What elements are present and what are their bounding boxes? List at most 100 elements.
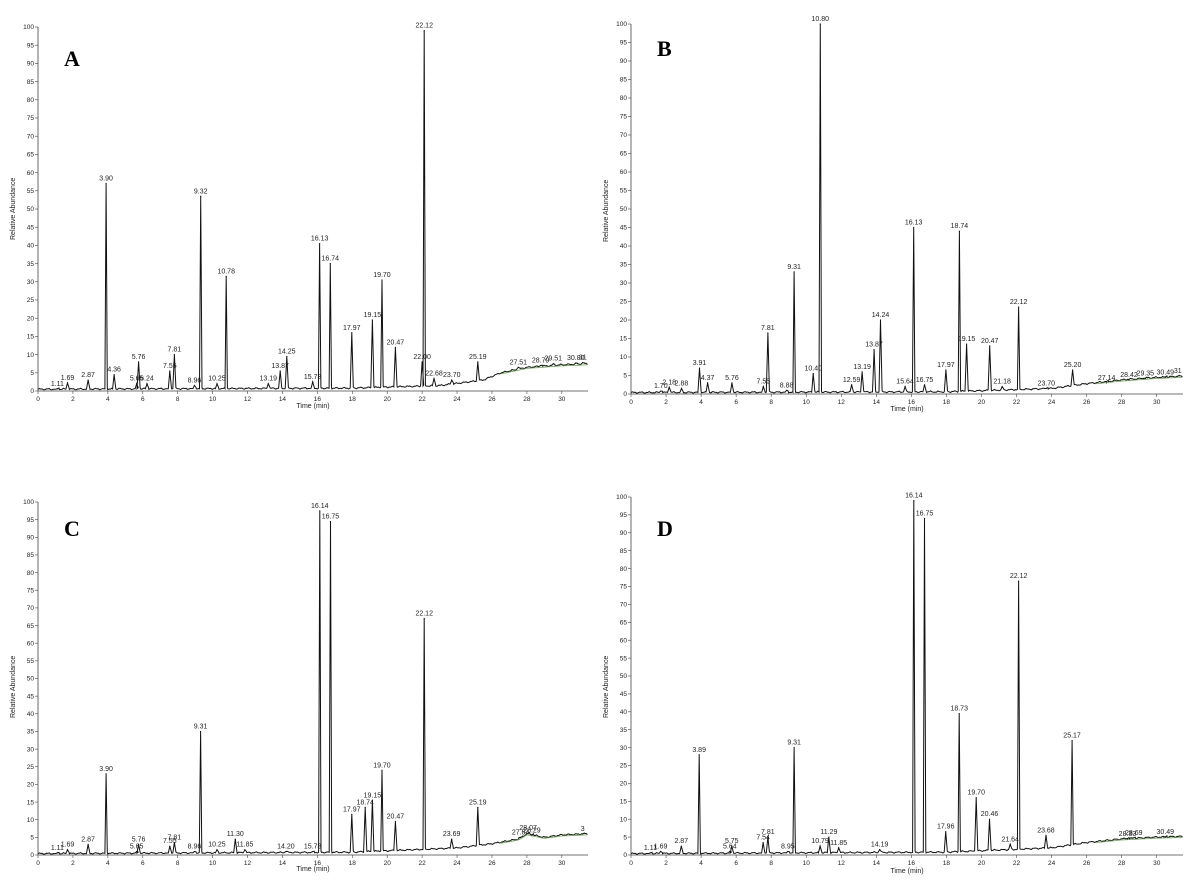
peak-label: 19.15 [364,312,382,319]
peak-label: 11.29 [820,829,837,836]
panel-label-c: C [64,516,80,541]
peak-label: 16.13 [905,220,923,227]
peak-point [762,386,764,388]
y-tick-label: 50 [27,676,35,683]
peak-label: 1.69 [654,843,668,850]
peak-label: 28.42 [1120,372,1138,379]
peak-point [477,361,479,363]
y-tick-label: 45 [620,691,628,698]
peak-label: 27.64 [512,829,530,836]
peak-point [193,384,196,387]
peak-point [1045,834,1047,836]
chromatogram-a-plot: 0510152025303540455055606570758085909510… [23,23,588,403]
y-tick-label: 30 [620,280,628,287]
x-tick-label: 22 [1013,399,1021,406]
peak-point [105,773,107,775]
peak-label: 19.15 [364,792,382,799]
y-tick-label: 65 [620,620,628,627]
chromatogram-trace [37,30,588,391]
y-tick-label: 100 [23,24,34,31]
peak-point [575,362,577,364]
x-tick-label: 14 [873,860,881,867]
x-tick-label: 30 [1153,399,1161,406]
peak-label: 20.47 [387,339,405,346]
peak-label: 20.47 [387,813,405,820]
peak-point [66,849,69,851]
chromatogram-d-plot: 0510152025303540455055606570758085909510… [616,493,1183,867]
peak-label: 19.70 [967,790,985,797]
peak-label: 28.07 [519,825,537,832]
y-tick-label: 95 [620,40,628,47]
y-tick-label: 10 [27,352,35,359]
peak-point [169,370,171,372]
x-axis-label-b: Time (min) [890,406,924,413]
x-tick-label: 16 [908,399,916,406]
x-tick-label: 20 [384,396,392,403]
peak-point [137,361,140,363]
peak-label: 20.46 [981,811,999,818]
peak-label: 17.96 [937,824,955,831]
x-tick-label: 8 [176,396,180,403]
chromatogram-panel-b: 0 5 10 15 20 25 30 35 40 45 50 55 60 65 70 75 80 85 90 95 10… [593,0,1186,440]
panel-label-b: B [657,36,672,61]
peak-point [423,30,425,32]
peak-label: 1.70 [654,383,668,390]
peak-point [913,499,915,502]
peak-point [1018,306,1020,308]
x-tick-label: 26 [488,396,496,403]
peak-label: 16.13 [311,236,329,243]
peak-label: 7.81 [761,325,775,332]
peak-label: 7.55 [163,363,177,370]
y-tick-label: 45 [27,224,35,231]
peak-label: 21.64 [1001,836,1019,843]
peak-label: 1.11 [644,845,657,852]
peak-point [965,343,968,345]
peak-point [477,806,479,808]
peak-point [136,383,138,385]
peak-label: 5.75 [725,838,739,845]
peak-label: 28.33 [1119,831,1137,838]
y-tick-label: 60 [620,637,628,644]
peak-label: 23.69 [443,831,461,838]
y-tick-label: 25 [620,763,628,770]
peak-point [312,381,314,383]
y-tick-label: 40 [620,243,628,250]
y-tick-label: 50 [27,206,35,213]
peak-label: 16.75 [322,513,340,520]
y-axis-label-a: Relative Abundance [10,177,17,240]
y-tick-label: 20 [27,782,35,789]
peak-point [371,799,373,801]
peak-label: 23.70 [1038,380,1056,387]
peak-label: 22.00 [413,354,431,361]
peak-point [329,263,331,265]
peak-label: 25.17 [1063,732,1081,739]
peak-point [988,818,991,820]
x-tick-label: 30 [1153,860,1161,867]
peak-label: 31 [579,355,587,362]
peak-point [762,841,764,844]
y-axis-label-b: Relative Abundance [603,179,610,242]
y-tick-label: 15 [620,336,628,343]
x-tick-label: 24 [453,860,461,867]
peak-label: 14.24 [872,312,890,319]
peak-label: 10.80 [811,16,829,23]
y-tick-label: 100 [23,499,34,506]
x-tick-label: 10 [803,399,811,406]
peak-point [767,332,769,334]
x-tick-label: 12 [244,396,252,403]
peak-point [137,843,140,846]
peak-point [706,382,709,384]
peak-point [989,345,991,347]
baseline-overlay-trace [500,364,588,375]
peak-point [786,389,788,391]
y-tick-label: 25 [620,299,628,306]
peak-label: 7.54 [756,834,770,841]
peak-label: 3.90 [99,176,113,183]
peak-label: 28.79 [532,358,550,365]
peak-label: 3 [581,826,585,833]
x-tick-label: 2 [71,396,75,403]
y-tick-label: 10 [620,816,628,823]
y-tick-label: 80 [620,566,628,573]
peak-point [668,386,670,388]
peak-point [828,836,830,838]
